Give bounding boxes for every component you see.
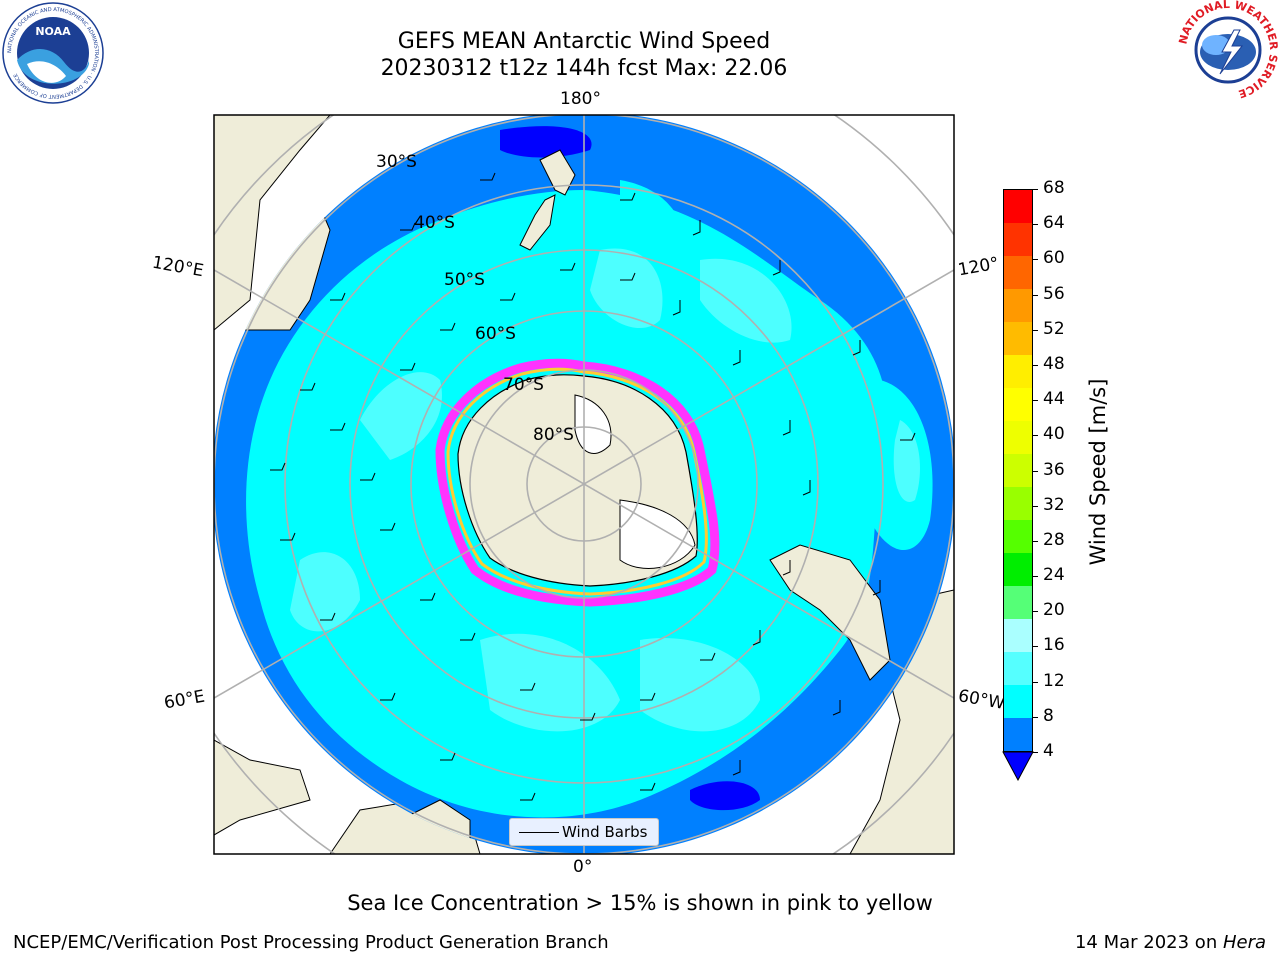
colorbar-tick-mark [1033,400,1038,402]
colorbar-segment [1004,256,1032,289]
noaa-logo-text: NOAA [35,25,71,38]
colorbar-tick-mark [1033,646,1038,648]
colorbar-tick-mark [1033,576,1038,578]
legend: Wind Barbs [509,818,659,846]
colorbar-extend [1002,751,1034,781]
colorbar-segment [1004,190,1032,223]
colorbar-tick-mark [1033,540,1038,542]
colorbar-tick-mark [1033,224,1038,226]
colorbar-segment [1004,685,1032,718]
map-title: GEFS MEAN Antarctic Wind Speed [397,29,771,54]
colorbar-tick-label: 60 [1043,248,1065,269]
colorbar-segment [1004,355,1032,388]
sea-ice-caption: Sea Ice Concentration > 15% is shown in … [347,891,933,915]
lat-label-30s: 30°S [376,152,417,172]
lon-label-0: 0° [573,857,593,877]
colorbar-tick-mark [1033,752,1038,753]
lat-label-60s: 60°S [475,324,516,344]
colorbar-segment [1004,454,1032,487]
colorbar-segment [1004,322,1032,355]
map-frame [213,114,955,855]
lat-label-50s: 50°S [444,270,485,290]
colorbar-segment [1004,619,1032,652]
map-subtitle: 20230312 t12z 144h fcst Max: 22.06 [380,56,788,81]
colorbar-segment [1004,718,1032,751]
lat-label-80s: 80°S [533,425,574,445]
colorbar-tick-mark [1033,470,1038,472]
colorbar-tick-mark [1033,294,1038,296]
colorbar-tick-label: 68 [1043,178,1065,198]
graticule [214,115,954,854]
colorbar-tick-mark [1033,435,1038,437]
colorbar-tick-mark [1033,259,1038,261]
colorbar-tick-mark [1033,189,1038,190]
colorbar-tick-label: 16 [1043,635,1065,656]
colorbar-tick-label: 52 [1043,318,1065,339]
colorbar-segment [1004,289,1032,322]
wind-barbs [270,172,916,801]
colorbar-tick-label: 40 [1043,424,1065,445]
colorbar-tick-label: 44 [1043,389,1065,410]
colorbar [1003,189,1033,752]
sea-ice-band [435,358,720,607]
colorbar-segment [1004,553,1032,586]
footer-left: NCEP/EMC/Verification Post Processing Pr… [13,932,609,953]
colorbar-tick-label: 12 [1043,670,1065,691]
colorbar-tick-mark [1033,364,1038,366]
colorbar-tick-label: 4 [1043,741,1054,761]
colorbar-tick-label: 36 [1043,459,1065,480]
colorbar-tick-label: 48 [1043,353,1065,374]
colorbar-tick-mark [1033,681,1038,683]
colorbar-tick-mark [1033,505,1038,507]
colorbar-segment [1004,223,1032,256]
colorbar-tick-label: 32 [1043,494,1065,515]
colorbar-tick-mark [1033,611,1038,613]
wind-barb-legend-line [519,832,559,833]
lon-label-180: 180° [560,89,601,109]
colorbar-segment [1004,487,1032,520]
colorbar-tick-label: 20 [1043,600,1065,621]
nws-logo: NATIONAL WEATHER SERVICE [1176,0,1280,100]
colorbar-tick-label: 8 [1043,705,1054,726]
ocean-high-wind [290,248,920,732]
lat-label-40s: 40°S [414,213,455,233]
colorbar-tick-label: 24 [1043,565,1065,586]
colorbar-label: Wind Speed [m/s] [1086,378,1110,566]
colorbar-tick-label: 64 [1043,213,1065,234]
lat-label-70s: 70°S [503,375,544,395]
colorbar-segment [1004,652,1032,685]
colorbar-tick-label: 56 [1043,283,1065,304]
colorbar-segment [1004,388,1032,421]
colorbar-tick-label: 28 [1043,529,1065,550]
noaa-logo: NOAA NATIONAL OCEANIC AND ATMOSPHERIC AD… [2,2,104,104]
legend-label: Wind Barbs [562,823,648,841]
colorbar-segment [1004,586,1032,619]
footer-host: Hera [1222,932,1266,953]
colorbar-tick-mark [1033,329,1038,331]
colorbar-segment [1004,421,1032,454]
colorbar-segment [1004,520,1032,553]
colorbar-tick-mark [1033,716,1038,718]
footer-right: 14 Mar 2023 on Hera [1075,932,1266,953]
footer-date: 14 Mar 2023 on [1074,932,1223,953]
land-outside-disc [214,115,954,854]
